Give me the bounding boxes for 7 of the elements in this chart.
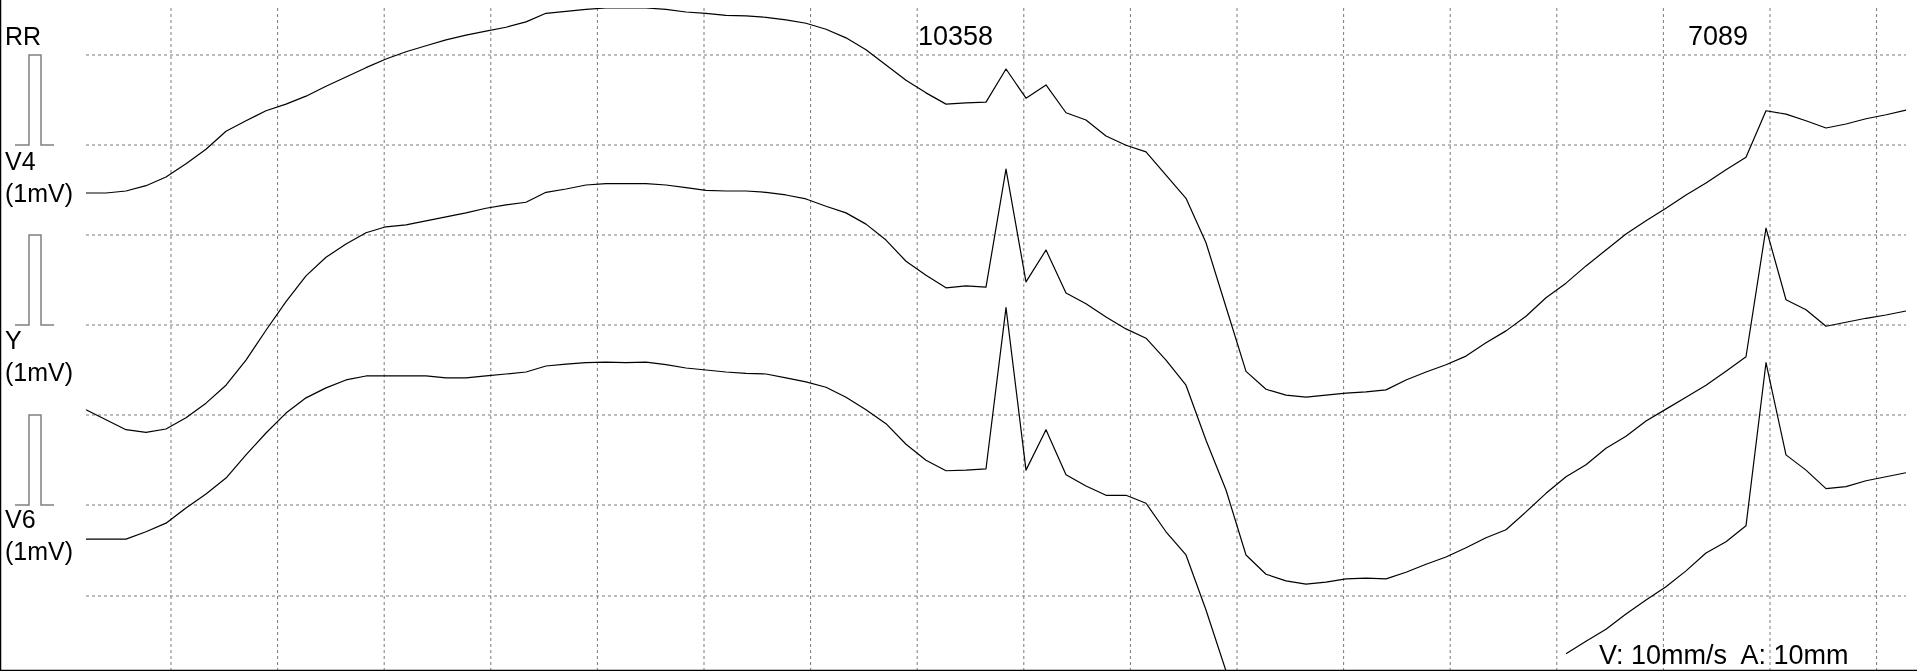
annotation: V: 10mm/s A: 10mm	[1599, 640, 1849, 670]
series-label: V4 (1mV)	[5, 147, 74, 207]
text: RR	[5, 22, 42, 50]
annotation: 7089	[1688, 21, 1749, 51]
series-label: Y (1mV)	[5, 326, 74, 386]
annotation: 10358	[918, 21, 994, 51]
series-label: V6 (1mV)	[5, 505, 74, 565]
